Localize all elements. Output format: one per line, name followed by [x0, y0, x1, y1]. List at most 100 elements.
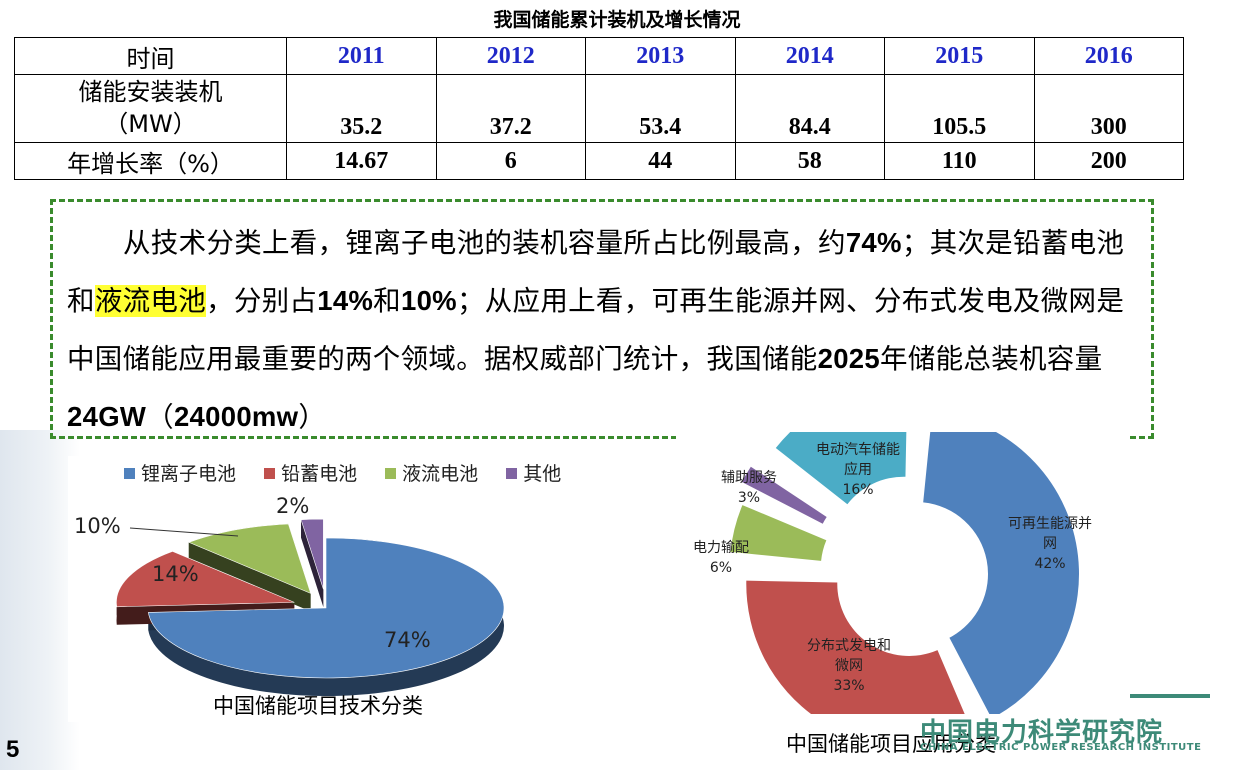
page-number: 5: [6, 736, 20, 763]
donut-label-text: 应用: [844, 462, 872, 478]
legend-swatch: [264, 468, 276, 479]
install-label: 储能安装装机 （MW）: [14, 74, 287, 143]
text-segment: 年储能总装机容量: [880, 343, 1103, 375]
summary-textbox: 从技术分类上看，锂离子电池的装机容量所占比例最高，约74%；其次是铅蓄电池和液流…: [50, 199, 1154, 439]
donut-slice-0: [923, 432, 1080, 714]
text-segment: ）: [298, 401, 327, 433]
donut-label-text: 辅助服务: [721, 470, 777, 486]
pie-slice-3: [300, 518, 324, 590]
donut-slice-4: [775, 432, 907, 505]
legend-label: 铅蓄电池: [281, 463, 358, 485]
summary-paragraph: 从技术分类上看，锂离子电池的装机容量所占比例最高，约74%；其次是铅蓄电池和液流…: [67, 214, 1137, 446]
pie-legend: 锂离子电池 铅蓄电池 液流电池 其他: [124, 459, 583, 486]
install-value: 53.4: [585, 74, 736, 143]
text-number: 2025: [817, 343, 880, 374]
donut-label-text: 微网: [835, 658, 863, 674]
year-cell: 2011: [286, 37, 437, 75]
capacity-table: 时间 2011 2012 2013 2014 2015 2016 储能安装装机 （…: [14, 37, 1184, 180]
application-donut-caption: 中国储能项目应用分类: [786, 732, 996, 756]
install-value: 35.2: [286, 74, 437, 143]
year-cell: 2016: [1033, 37, 1184, 75]
text-number: 74%: [845, 227, 902, 258]
legend-item: 锂离子电池: [124, 463, 236, 485]
logo-divider: [1130, 694, 1210, 698]
pie-slice-1: [116, 551, 295, 608]
growth-value: 44: [585, 142, 736, 180]
application-donut-svg: [730, 432, 1080, 714]
text-number: 24000mw: [173, 401, 299, 432]
install-value: 84.4: [734, 74, 885, 143]
install-value: 105.5: [884, 74, 1035, 143]
growth-label: 年增长率（%）: [14, 142, 287, 180]
donut-label-transmission: 电力输配 6%: [676, 538, 766, 578]
pie-slice-wall: [188, 523, 311, 612]
background-decoration: [0, 430, 80, 770]
legend-label: 其他: [523, 463, 562, 485]
legend-item: 其他: [506, 463, 561, 485]
donut-label-renewable: 可再生能源并网 42%: [984, 514, 1116, 574]
year-cell: 2014: [734, 37, 885, 75]
pie-value-label: 2%: [276, 494, 310, 518]
tech-pie-svg: [116, 518, 505, 696]
year-cell: 2012: [435, 37, 586, 75]
growth-value: 200: [1033, 142, 1184, 180]
table-row: 储能安装装机 （MW） 35.2 37.2 53.4 84.4 105.5 300: [14, 74, 1184, 143]
install-label-line2: （MW）: [104, 110, 197, 138]
table-header-row: 时间 2011 2012 2013 2014 2015 2016: [14, 37, 1184, 75]
donut-label-text: 可再生能源并: [1008, 516, 1092, 532]
legend-swatch: [506, 468, 518, 479]
donut-label-text: 6%: [709, 560, 733, 576]
install-value: 37.2: [435, 74, 586, 143]
text-segment: 从技术分类上看，锂离子电池的装机容量所占比例最高，约: [123, 227, 846, 259]
year-cell: 2015: [884, 37, 1035, 75]
donut-label-ev: 电动汽车储能 应用 16%: [794, 440, 922, 500]
install-label-line1: 储能安装装机: [78, 78, 223, 106]
legend-label: 锂离子电池: [141, 463, 237, 485]
highlighted-text: 液流电池: [94, 285, 207, 317]
donut-label-text: 电动汽车储能: [816, 442, 900, 458]
donut-label-auxiliary: 辅助服务 3%: [704, 468, 794, 508]
text-segment: ；从应用上看，可再生能源并网、分布式发电及微网是中国储能应用最重要的两个领域。据…: [67, 285, 1125, 375]
text-number: 14%: [317, 285, 374, 316]
pie-value-label: 74%: [384, 628, 431, 652]
donut-label-distributed: 分布式发电和 微网 33%: [784, 636, 914, 696]
pie-leader-line: [129, 527, 239, 537]
donut-slice-2: [730, 505, 827, 561]
header-label: 时间: [14, 37, 287, 75]
pie-slice-0: [147, 537, 505, 679]
donut-label-text: 33%: [833, 678, 865, 694]
growth-value: 6: [435, 142, 586, 180]
donut-label-text: 分布式发电和: [807, 638, 891, 654]
table-title: 我国储能累计装机及增长情况: [493, 9, 741, 31]
donut-label-text: 42%: [1034, 556, 1066, 572]
org-name-en: CHINA ELECTRIC POWER RESEARCH INSTITUTE: [920, 742, 1202, 753]
legend-item: 铅蓄电池: [264, 463, 357, 485]
text-number: 10%: [400, 285, 457, 316]
donut-label-text: 电力输配: [693, 540, 749, 556]
pie-value-label: 14%: [152, 562, 199, 586]
tech-pie-caption: 中国储能项目技术分类: [213, 694, 423, 718]
growth-value: 14.67: [286, 142, 437, 180]
text-segment: ，分别占: [206, 285, 318, 317]
text-number: 24GW: [67, 401, 147, 432]
legend-label: 液流电池: [402, 463, 479, 485]
donut-label-text: 3%: [737, 490, 761, 506]
donut-slice-1: [746, 580, 965, 714]
pie-slice-wall: [301, 519, 324, 608]
donut-slice-3: [741, 466, 827, 524]
donut-label-text: 16%: [842, 482, 874, 498]
text-segment: 和: [373, 285, 401, 317]
growth-value: 110: [884, 142, 1035, 180]
pie-slice-2: [188, 523, 312, 594]
donut-label-text: 网: [1043, 536, 1057, 552]
text-segment: （: [146, 401, 174, 433]
pie-slice-wall: [116, 551, 295, 625]
pie-value-label: 10%: [74, 514, 121, 538]
org-name-cn: 中国电力科学研究院: [920, 718, 1164, 748]
legend-swatch: [385, 468, 397, 479]
tech-pie-chart-panel: 锂离子电池 铅蓄电池 液流电池 其他 74% 14% 10% 2%: [68, 456, 616, 722]
legend-swatch: [124, 468, 135, 479]
org-logo: 中国电力科学研究院 CHINA ELECTRIC POWER RESEARCH …: [920, 712, 1210, 756]
install-value: 300: [1033, 74, 1184, 143]
year-cell: 2013: [585, 37, 736, 75]
